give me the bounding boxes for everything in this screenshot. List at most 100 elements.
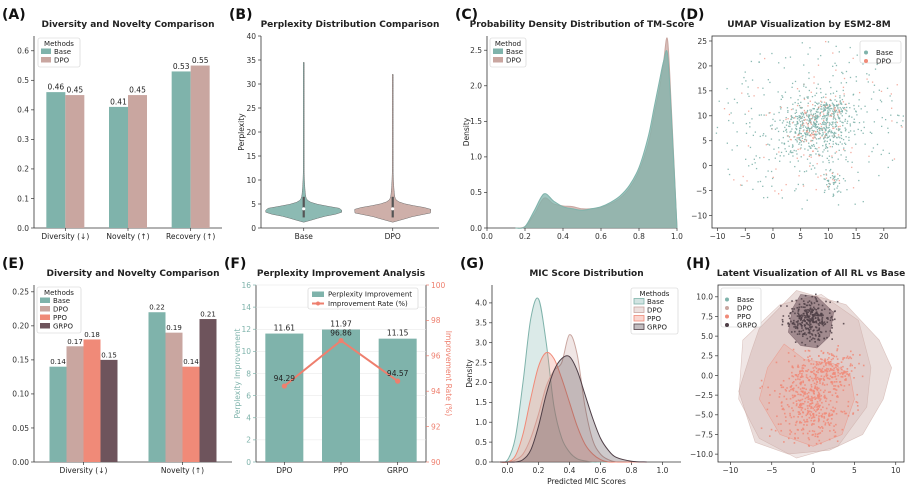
scatter-point	[837, 116, 840, 118]
scatter-point	[809, 326, 811, 328]
scatter-point	[818, 406, 820, 408]
scatter-point	[817, 303, 820, 306]
scatter-point	[846, 370, 849, 373]
scatter-point	[808, 135, 811, 137]
scatter-point	[808, 391, 810, 394]
scatter-point	[800, 112, 802, 114]
scatter-point	[812, 416, 814, 419]
scatter-point	[749, 126, 751, 128]
scatter-point	[858, 91, 861, 94]
scatter-point	[745, 158, 747, 160]
scatter-point	[747, 93, 749, 95]
scatter-point	[784, 416, 787, 418]
scatter-point	[819, 105, 821, 107]
scatter-point	[834, 175, 836, 177]
scatter-point	[808, 300, 811, 302]
scatter-point	[826, 157, 828, 160]
scatter-point	[832, 388, 835, 390]
scatter-point	[828, 130, 831, 133]
scatter-point	[835, 423, 837, 426]
panel-label: (A)	[2, 7, 26, 23]
scatter-point	[800, 127, 802, 129]
scatter-point	[829, 360, 831, 363]
scatter-point	[805, 134, 807, 136]
scatter-point	[799, 404, 801, 406]
scatter-point	[796, 306, 799, 309]
scatter-point	[801, 364, 804, 367]
scatter-point	[814, 334, 817, 336]
scatter-point	[791, 144, 794, 146]
scatter-point	[807, 358, 810, 361]
scatter-point	[803, 132, 806, 134]
scatter-point	[818, 432, 820, 435]
scatter-point	[758, 61, 760, 63]
scatter-point	[822, 371, 824, 373]
scatter-point	[840, 384, 843, 387]
scatter-point	[834, 435, 837, 437]
scatter-point	[839, 137, 841, 139]
scatter-point	[810, 122, 812, 124]
scatter-point	[835, 109, 838, 111]
scatter-point	[813, 136, 815, 138]
legend-label: DPO	[737, 305, 753, 313]
scatter-point	[896, 121, 898, 124]
scatter-point	[835, 132, 837, 134]
scatter-point	[814, 126, 816, 128]
scatter-point	[822, 119, 825, 121]
scatter-point	[803, 64, 805, 66]
scatter-point	[794, 330, 796, 333]
scatter-point	[817, 319, 820, 322]
y-tick-label: 30	[246, 80, 256, 89]
scatter-point	[862, 200, 864, 203]
scatter-point	[833, 183, 835, 185]
scatter-point	[812, 420, 815, 422]
scatter-point	[838, 136, 840, 138]
scatter-point	[823, 127, 825, 129]
scatter-point	[840, 82, 842, 84]
scatter-point	[844, 130, 847, 132]
scatter-point	[822, 121, 824, 124]
scatter-point	[842, 106, 844, 109]
scatter-point	[845, 370, 847, 373]
scatter-point	[837, 374, 840, 377]
scatter-point	[778, 396, 781, 398]
scatter-point	[828, 126, 830, 129]
scatter-point	[804, 112, 806, 115]
scatter-point	[812, 133, 815, 136]
scatter-point	[780, 305, 782, 307]
scatter-point	[818, 419, 820, 421]
scatter-point	[772, 118, 774, 121]
y-tick-label: 14	[241, 303, 251, 312]
scatter-point	[819, 88, 822, 90]
scatter-point	[749, 146, 752, 149]
legend-title: Method	[495, 40, 521, 48]
bar-value-label: 0.14	[183, 358, 199, 366]
scatter-point	[794, 327, 797, 329]
scatter-point	[780, 386, 783, 389]
scatter-point	[827, 108, 829, 110]
scatter-point	[833, 176, 835, 178]
scatter-point	[798, 306, 800, 309]
scatter-point	[780, 151, 783, 154]
scatter-point	[824, 389, 826, 392]
scatter-point	[797, 437, 799, 439]
scatter-point	[804, 397, 807, 400]
scatter-point	[820, 358, 822, 360]
density-line	[499, 334, 647, 463]
scatter-point	[803, 319, 805, 321]
scatter-point	[823, 321, 826, 323]
scatter-point	[837, 371, 840, 374]
scatter-point	[813, 121, 815, 124]
scatter-point	[890, 93, 892, 95]
scatter-point	[820, 362, 823, 365]
scatter-point	[850, 370, 853, 372]
scatter-point	[789, 138, 792, 141]
panel-label: (G)	[460, 256, 484, 272]
scatter-point	[803, 85, 805, 87]
scatter-point	[801, 327, 803, 329]
scatter-point	[824, 116, 826, 118]
scatter-point	[793, 442, 796, 444]
scatter-point	[831, 383, 834, 385]
scatter-point	[817, 338, 819, 341]
scatter-point	[833, 425, 835, 427]
